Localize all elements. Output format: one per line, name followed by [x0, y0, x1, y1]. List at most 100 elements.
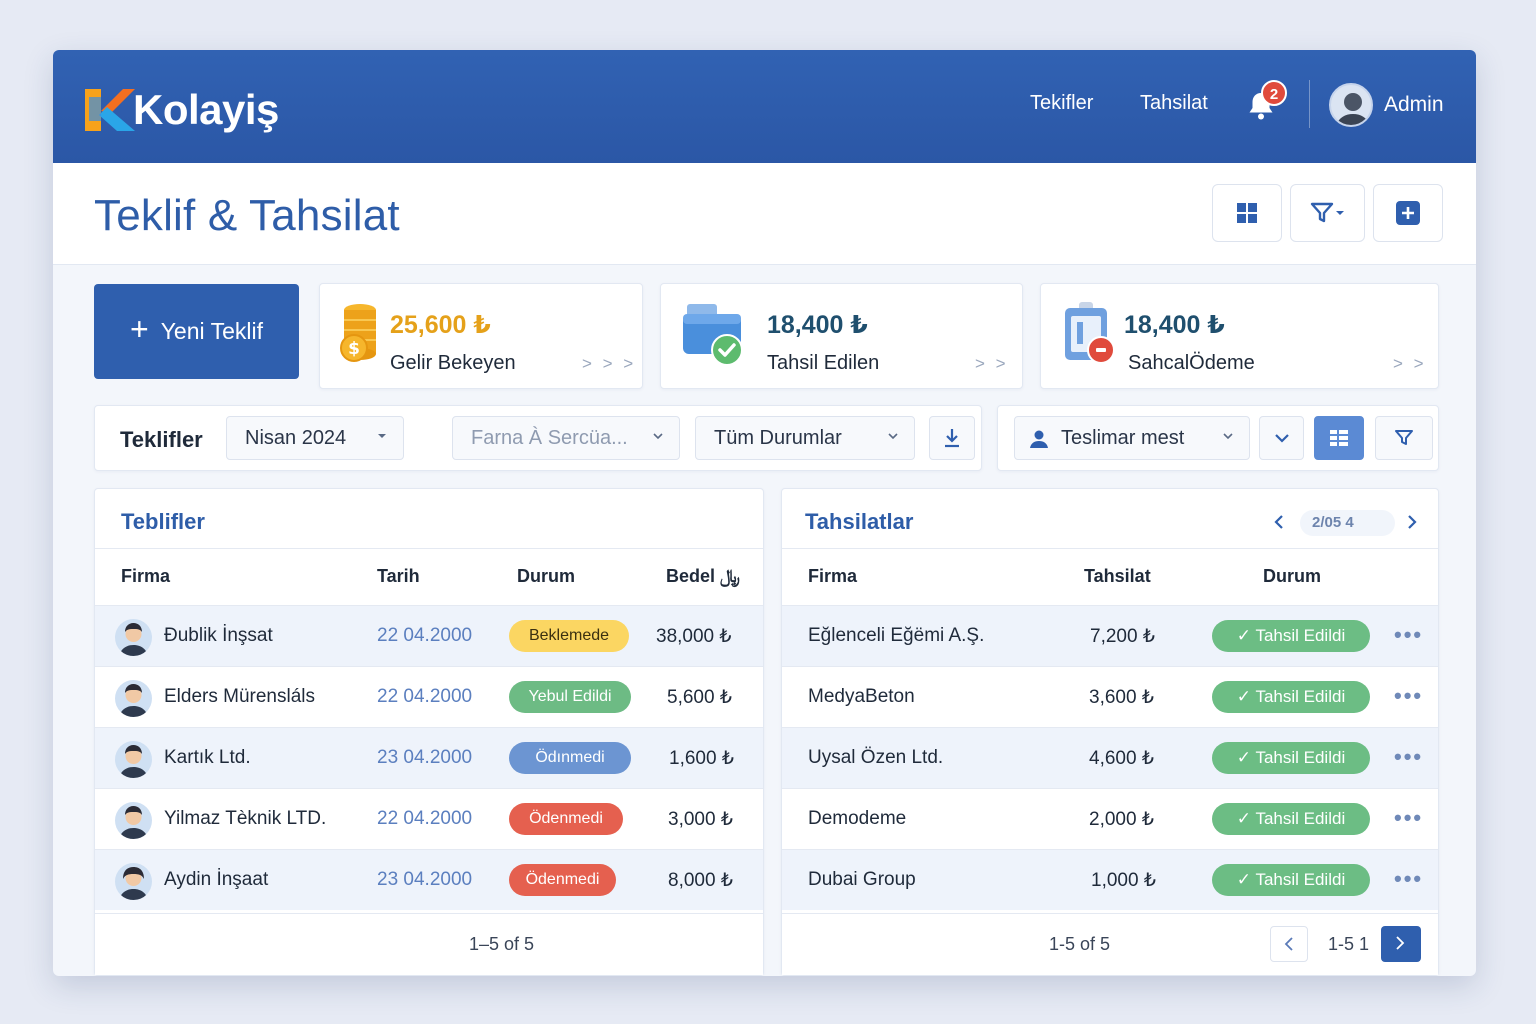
quotes-panel: Teblifler Firma Tarih Durum Bedel ﷼ Đubl…: [94, 488, 764, 976]
add-button[interactable]: [1373, 184, 1443, 242]
status-badge-label: Tahsil Edildi: [1255, 809, 1346, 828]
chevron-right-icon: [1396, 936, 1405, 950]
status-badge-label: Tahsil Edildi: [1255, 626, 1346, 645]
wallet-check-icon: [683, 304, 743, 366]
download-button[interactable]: [929, 416, 975, 460]
user-avatar[interactable]: [1329, 83, 1373, 127]
coins-icon: $: [340, 304, 376, 362]
col-header-bedel[interactable]: Bedel ﷼: [666, 566, 740, 586]
nav-link-tekifler[interactable]: Tekifler: [1030, 92, 1094, 114]
notification-badge: 2: [1261, 80, 1287, 106]
person-select-value: Teslimar mest: [1061, 426, 1185, 449]
user-name[interactable]: Admin: [1384, 93, 1444, 116]
month-select[interactable]: Nisan 2024: [226, 416, 404, 460]
page-indicator: 1-5 1: [1328, 934, 1370, 954]
more-options-icon[interactable]: •••: [1394, 866, 1424, 891]
chevron-left-icon: [1284, 937, 1293, 951]
company-search-placeholder: Farna À Sercüa...: [471, 426, 628, 449]
col-header-tarih[interactable]: Tarih: [377, 566, 420, 586]
quote-amount: 5,600 ₺: [667, 687, 732, 708]
quote-amount: 1,600 ₺: [669, 748, 734, 769]
table-row[interactable]: Yilmaz Tèknik LTD. 22 04.2000 Ödenmedi 3…: [95, 788, 763, 849]
table-row[interactable]: Aydin İnşaat 23 04.2000 Ödenmedi 8,000 ₺: [95, 849, 763, 910]
collection-amount: 4,600 ₺: [1089, 748, 1154, 769]
new-quote-button[interactable]: + Yeni Teklif: [94, 284, 299, 379]
stat-amount-payment: 18,400 ₺: [1124, 311, 1225, 339]
filter-bar-right: Teslimar mest: [997, 405, 1439, 471]
stat-label-payment: SahcalÖdeme: [1128, 352, 1255, 374]
app-window: Kolayiş Tekifler Tahsilat 2 Admin Teklif…: [53, 50, 1476, 976]
more-options-icon[interactable]: •••: [1394, 683, 1424, 708]
col-header-durum[interactable]: Durum: [1263, 566, 1321, 586]
chevrons-icon: > >: [975, 354, 1009, 373]
table-row[interactable]: Elders Mürensláls 22 04.2000 Yebul Edild…: [95, 666, 763, 727]
quote-firm: Đublik İnşsat: [164, 625, 273, 646]
nav-link-tahsilat[interactable]: Tahsilat: [1140, 92, 1208, 114]
quote-date: 22 04.2000: [377, 625, 473, 646]
grid-icon: [1237, 203, 1257, 223]
table-row[interactable]: Eğlenceli Eğëmi A.Ş. 7,200 ₺ ✓ Tahsil Ed…: [782, 605, 1438, 666]
more-options-icon[interactable]: •••: [1394, 744, 1424, 769]
table-row[interactable]: Demodeme 2,000 ₺ ✓ Tahsil Edildi •••: [782, 788, 1438, 849]
user-avatar-icon: [1336, 93, 1370, 125]
more-options-icon[interactable]: •••: [1394, 805, 1424, 830]
avatar: [115, 619, 152, 656]
page-title: Teklif & Tahsilat: [94, 191, 400, 240]
col-header-firma[interactable]: Firma: [808, 566, 858, 586]
grid-view-button[interactable]: [1212, 184, 1282, 242]
company-search-select[interactable]: Farna À Sercüa...: [452, 416, 680, 460]
caret-down-icon: [378, 434, 386, 438]
clipboard-alert-icon: [1065, 302, 1115, 364]
next-page-button[interactable]: [1381, 926, 1421, 962]
chevron-down-icon: [1274, 434, 1289, 443]
table-row[interactable]: Đublik İnşsat 22 04.2000 Beklemede 38,00…: [95, 605, 763, 666]
status-select[interactable]: Tüm Durumlar: [695, 416, 915, 460]
chevron-right-icon[interactable]: [1406, 514, 1418, 530]
table-row[interactable]: Dubai Group 1,000 ₺ ✓ Tahsil Edildi •••: [782, 849, 1438, 910]
col-header-durum[interactable]: Durum: [517, 566, 575, 586]
collections-title: Tahsilatlar: [805, 509, 914, 534]
table-row[interactable]: Uysal Özen Ltd. 4,600 ₺ ✓ Tahsil Edildi …: [782, 727, 1438, 788]
chevron-left-icon[interactable]: [1273, 514, 1285, 530]
expand-button[interactable]: [1259, 416, 1304, 460]
collections-footer: 1-5 of 5 1-5 1: [782, 913, 1438, 975]
status-badge: ✓ Tahsil Edildi: [1212, 681, 1370, 713]
avatar: [115, 863, 152, 900]
status-select-value: Tüm Durumlar: [714, 426, 842, 449]
collection-firm: Eğlenceli Eğëmi A.Ş.: [808, 625, 985, 646]
status-badge: Beklemede: [509, 620, 629, 652]
stat-card-collected[interactable]: 18,400 ₺ Tahsil Edilen > >: [660, 283, 1023, 389]
person-select[interactable]: Teslimar mest: [1014, 416, 1250, 460]
collections-pager: 2/05 4: [1300, 510, 1395, 536]
list-view-button[interactable]: [1314, 416, 1364, 460]
prev-page-button[interactable]: [1270, 926, 1308, 962]
filter-label: Teklifler: [120, 427, 203, 452]
avatar: [115, 802, 152, 839]
more-options-icon[interactable]: •••: [1394, 622, 1424, 647]
plus-icon: +: [130, 311, 149, 347]
logo-mark-icon: [85, 89, 135, 131]
add-icon: [1396, 201, 1420, 225]
col-header-firma[interactable]: Firma: [121, 566, 171, 586]
stat-amount-pending: 25,600 ₺: [390, 311, 491, 339]
chevron-down-icon: [1223, 433, 1233, 440]
download-icon: [945, 429, 959, 448]
table-row[interactable]: Kartık Ltd. 23 04.2000 Ödınmedi 1,600 ₺: [95, 727, 763, 788]
stat-card-pending[interactable]: $ 25,600 ₺ Gelir Bekeyen > > >: [319, 283, 643, 389]
table-row[interactable]: MedyaBeton 3,600 ₺ ✓ Tahsil Edildi •••: [782, 666, 1438, 727]
stat-amount-collected: 18,400 ₺: [767, 311, 868, 339]
collection-firm: MedyaBeton: [808, 686, 915, 707]
stat-card-payment[interactable]: 18,400 ₺ SahcalÖdeme > >: [1040, 283, 1439, 389]
filter-icon: [1310, 202, 1344, 223]
collection-amount: 7,200 ₺: [1090, 626, 1155, 647]
status-badge: ✓ Tahsil Edildi: [1212, 742, 1370, 774]
collection-firm: Dubai Group: [808, 869, 916, 890]
title-bar: Teklif & Tahsilat: [53, 163, 1476, 265]
filter-button[interactable]: [1375, 416, 1433, 460]
app-logo[interactable]: Kolayiş: [85, 86, 279, 134]
col-header-tahsilat[interactable]: Tahsilat: [1084, 566, 1151, 586]
status-badge: ✓ Tahsil Edildi: [1212, 864, 1370, 896]
status-badge: ✓ Tahsil Edildi: [1212, 803, 1370, 835]
quote-date: 22 04.2000: [377, 686, 473, 707]
filter-dropdown-button[interactable]: [1290, 184, 1365, 242]
